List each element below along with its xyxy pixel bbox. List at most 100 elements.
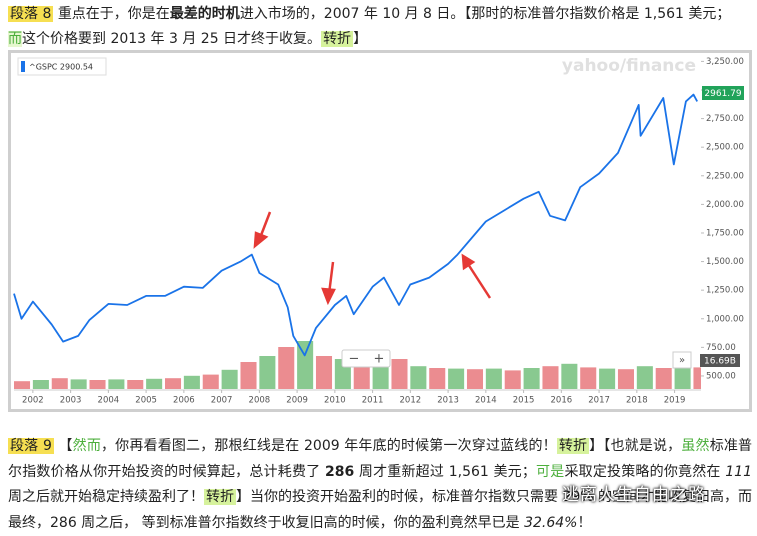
volume-bar — [89, 380, 106, 389]
label: 转折 — [556, 438, 590, 454]
price-box — [702, 86, 744, 100]
volume-bar — [523, 368, 540, 389]
text: 进入市场的，2007 年 10 月 8 日。【那时的标准普尔指数价格是 1,56… — [239, 6, 731, 22]
text: 这个价格要到 2013 年 3 月 25 日才终于收复。 — [22, 31, 322, 47]
scroll-button[interactable] — [672, 351, 692, 369]
legend-swatch — [21, 61, 25, 72]
y-tick-label: 500.00 — [706, 371, 736, 381]
volume-bar — [599, 368, 616, 389]
text: 周之后就开始稳定持续盈利了！ — [8, 489, 204, 505]
volume-bar — [146, 378, 163, 389]
x-tick-label: 2003 — [60, 396, 82, 406]
legend-box — [17, 57, 107, 76]
x-tick-label: 2006 — [173, 396, 195, 406]
arrow-head — [253, 231, 269, 249]
label: 转折 — [204, 489, 236, 505]
volume-bar — [674, 366, 691, 389]
y-tick-label: 3,250.00 — [706, 57, 744, 67]
volume-bar — [51, 378, 68, 389]
text: 】 — [353, 31, 368, 47]
volume-bar — [466, 369, 484, 389]
text: 重点在于，你是在 — [57, 6, 170, 22]
arrow — [258, 211, 272, 239]
volume-bar — [315, 356, 333, 389]
x-tick-label: 2011 — [362, 396, 384, 406]
paragraph: 段落 8 重点在于，你是在最差的时机进入市场的，2007 年 10 月 8 日。… — [8, 2, 752, 52]
y-tick-label: 2,500.00 — [706, 143, 744, 153]
y-tick-label: 1,500.00 — [706, 257, 744, 267]
label: 段落 8 — [8, 6, 54, 22]
x-tick-label: 2009 — [286, 396, 308, 406]
volume-bar — [14, 381, 31, 389]
volume-bar — [636, 366, 653, 389]
x-tick-label: 2019 — [664, 396, 686, 406]
text: 32.64% — [524, 514, 578, 531]
y-tick-label: 2,750.00 — [706, 114, 744, 124]
volume-bar — [297, 341, 314, 389]
brand: yahoo/finance — [562, 56, 696, 76]
volume-bar — [240, 362, 257, 389]
label: 段落 9 — [8, 438, 54, 454]
volume-bar — [391, 359, 408, 389]
volume-box — [700, 354, 740, 367]
arrow-head — [461, 253, 476, 271]
volume-bar — [580, 367, 597, 389]
scroll-icon: » — [679, 355, 685, 366]
legend-label: ^GSPC 2900.54 — [29, 63, 93, 72]
text: 然而 — [72, 438, 102, 454]
label: 转折 — [321, 31, 354, 47]
text: 】【也就是说， — [589, 438, 682, 454]
watermark: 逃离人生自由之路 — [562, 485, 706, 505]
volume-bar — [542, 366, 559, 389]
text: 111 — [725, 463, 752, 480]
text: 】当你的投资开始盈利的时候，标准普尔指数只需要 29% 的空间才能收复旧高，而最… — [8, 489, 753, 531]
volume-bar — [617, 369, 634, 389]
y-tick-label: 1,750.00 — [706, 228, 744, 238]
x-tick-label: 2005 — [135, 396, 157, 406]
plot: 500.00 750.00 1,000.00 1,250.00 1,500.00 1,75… — [13, 57, 744, 406]
x-tick-label: 2015 — [513, 396, 535, 406]
text: 286 — [325, 463, 355, 480]
volume-bar — [221, 369, 238, 389]
x-tick-label: 2014 — [475, 396, 497, 406]
text: 【 — [58, 438, 73, 454]
volume-bar — [410, 366, 427, 389]
text: 可是 — [535, 463, 565, 480]
zoom-out-icon: − — [349, 352, 360, 367]
volume-bar — [693, 367, 701, 389]
last-price: 2961.79 — [704, 89, 741, 99]
volume-bar — [655, 368, 672, 389]
x-tick-label: 2016 — [551, 396, 573, 406]
y-tick-label: 2,000.00 — [706, 200, 744, 210]
volume-bar — [183, 375, 200, 389]
volume-bar — [485, 368, 502, 389]
arrows — [253, 211, 492, 306]
paragraph: 段落 9 【然而，你再看看图二，那根红线是在 2009 年年底的时候第一次穿过蓝… — [8, 434, 752, 536]
y-tick-label: 750.00 — [706, 343, 736, 353]
y-tick-label: 1,000.00 — [706, 314, 744, 324]
x-tick-label: 2017 — [588, 396, 610, 406]
text: 而 — [8, 31, 22, 47]
volume-bar — [353, 362, 370, 389]
volume-bar — [372, 363, 389, 389]
volume-bar — [429, 368, 446, 389]
zoom-control[interactable] — [341, 349, 391, 368]
zoom-in-icon: + — [374, 352, 385, 367]
text: 虽然 — [681, 438, 710, 454]
volume-bar — [127, 380, 144, 389]
volume-bar — [561, 363, 578, 389]
volume-bar — [259, 356, 276, 389]
text: 周才重新超过 1,561 美元； — [354, 463, 536, 480]
volume-bar — [164, 378, 182, 389]
x-tick-label: 2008 — [249, 396, 271, 406]
volume-bar — [278, 347, 295, 389]
arrow-head — [321, 287, 336, 306]
y-tick-label: 1,250.00 — [706, 286, 744, 296]
x-tick-label: 2007 — [211, 396, 233, 406]
x-tick-label: 2012 — [400, 396, 422, 406]
volume-bar — [32, 380, 49, 389]
volume-bar — [108, 379, 125, 389]
x-tick-label: 2013 — [437, 396, 459, 406]
x-tick-label: 2018 — [626, 396, 648, 406]
